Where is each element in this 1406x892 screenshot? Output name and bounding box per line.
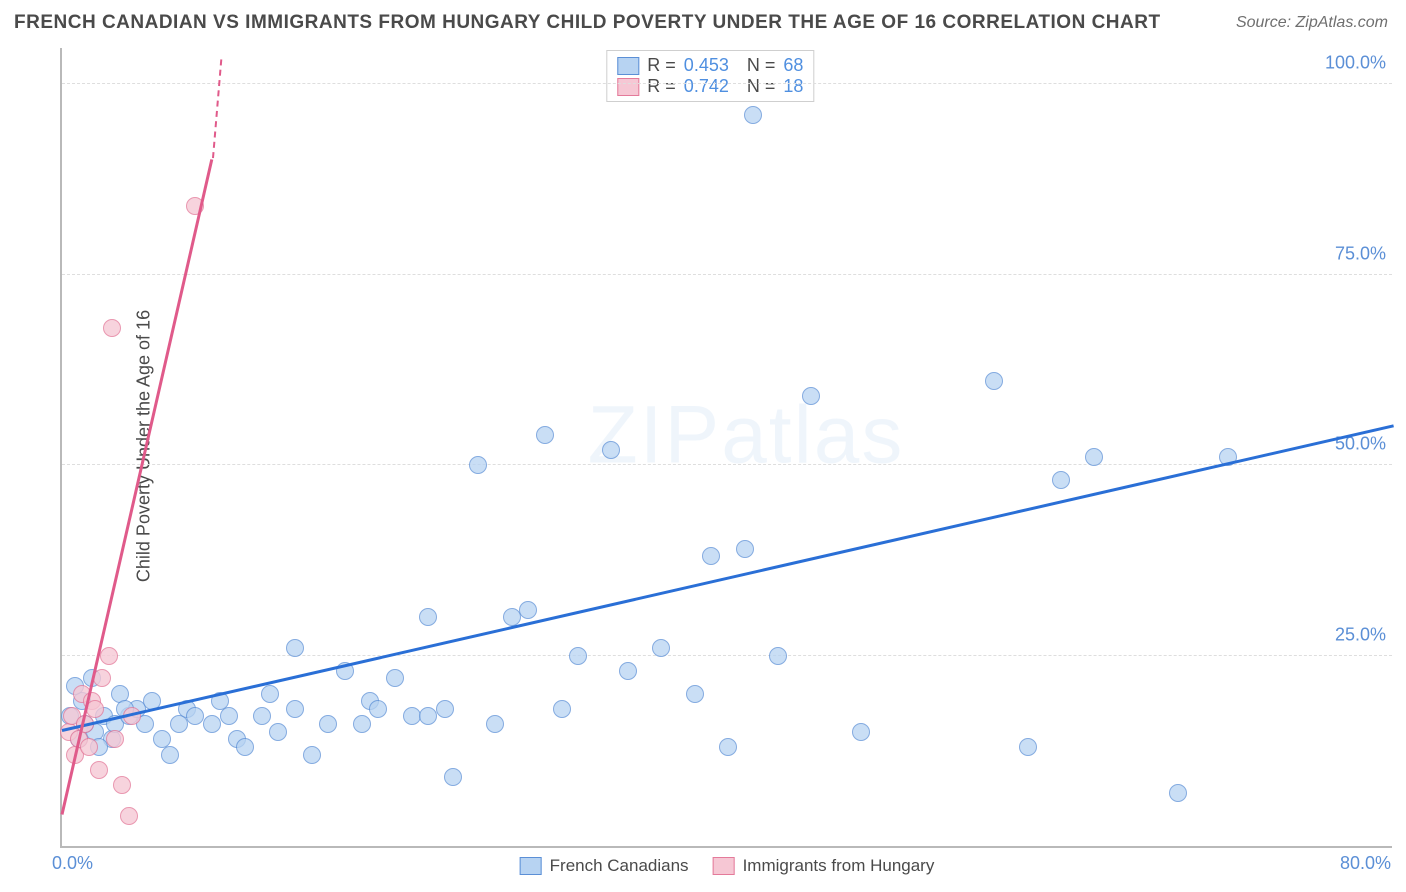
data-point (286, 639, 304, 657)
data-point (161, 746, 179, 764)
data-point (744, 106, 762, 124)
r-value: 0.453 (684, 55, 729, 76)
legend-stat-row: R = 0.453 N = 68 (617, 55, 803, 76)
data-point (203, 715, 221, 733)
x-tick-label: 80.0% (1340, 853, 1391, 874)
legend-stats: R = 0.453 N = 68R = 0.742 N = 18 (606, 50, 814, 102)
y-tick-label: 25.0% (1335, 624, 1386, 645)
legend-stat-row: R = 0.742 N = 18 (617, 76, 803, 97)
data-point (719, 738, 737, 756)
data-point (602, 441, 620, 459)
data-point (419, 707, 437, 725)
data-point (120, 807, 138, 825)
data-point (536, 426, 554, 444)
n-value: 68 (783, 55, 803, 76)
data-point (469, 456, 487, 474)
data-point (769, 647, 787, 665)
data-point (736, 540, 754, 558)
data-point (253, 707, 271, 725)
correlation-chart: FRENCH CANADIAN VS IMMIGRANTS FROM HUNGA… (0, 0, 1406, 892)
data-point (236, 738, 254, 756)
data-point (103, 319, 121, 337)
data-point (802, 387, 820, 405)
gridline (62, 464, 1392, 465)
trend-line-dashed (212, 59, 222, 158)
plot-area: ZIPatlas R = 0.453 N = 68R = 0.742 N = 1… (60, 48, 1392, 848)
data-point (985, 372, 1003, 390)
legend-swatch (617, 57, 639, 75)
data-point (1052, 471, 1070, 489)
gridline (62, 655, 1392, 656)
data-point (261, 685, 279, 703)
y-tick-label: 75.0% (1335, 243, 1386, 264)
data-point (186, 707, 204, 725)
data-point (319, 715, 337, 733)
gridline (62, 274, 1392, 275)
data-point (106, 730, 124, 748)
data-point (286, 700, 304, 718)
legend-swatch (617, 78, 639, 96)
gridline (62, 83, 1392, 84)
data-point (436, 700, 454, 718)
legend-label: Immigrants from Hungary (743, 856, 935, 876)
data-point (303, 746, 321, 764)
data-point (1085, 448, 1103, 466)
data-point (100, 647, 118, 665)
data-point (553, 700, 571, 718)
data-point (403, 707, 421, 725)
data-point (652, 639, 670, 657)
data-point (852, 723, 870, 741)
data-point (269, 723, 287, 741)
data-point (569, 647, 587, 665)
data-point (220, 707, 238, 725)
data-point (1019, 738, 1037, 756)
watermark: ZIPatlas (588, 389, 905, 483)
data-point (386, 669, 404, 687)
data-point (519, 601, 537, 619)
legend-item: French Canadians (520, 856, 689, 876)
chart-title: FRENCH CANADIAN VS IMMIGRANTS FROM HUNGA… (14, 12, 1161, 34)
x-tick-label: 0.0% (52, 853, 93, 874)
data-point (444, 768, 462, 786)
r-value: 0.742 (684, 76, 729, 97)
y-tick-label: 100.0% (1325, 53, 1386, 74)
legend-item: Immigrants from Hungary (713, 856, 935, 876)
data-point (619, 662, 637, 680)
data-point (80, 738, 98, 756)
legend-swatch (713, 857, 735, 875)
data-point (1169, 784, 1187, 802)
legend-series: French Canadians Immigrants from Hungary (520, 856, 935, 876)
data-point (686, 685, 704, 703)
data-point (353, 715, 371, 733)
data-point (90, 761, 108, 779)
data-point (113, 776, 131, 794)
chart-source: Source: ZipAtlas.com (1236, 14, 1388, 32)
data-point (419, 608, 437, 626)
data-point (486, 715, 504, 733)
legend-swatch (520, 857, 542, 875)
data-point (369, 700, 387, 718)
n-value: 18 (783, 76, 803, 97)
data-point (702, 547, 720, 565)
legend-label: French Canadians (550, 856, 689, 876)
